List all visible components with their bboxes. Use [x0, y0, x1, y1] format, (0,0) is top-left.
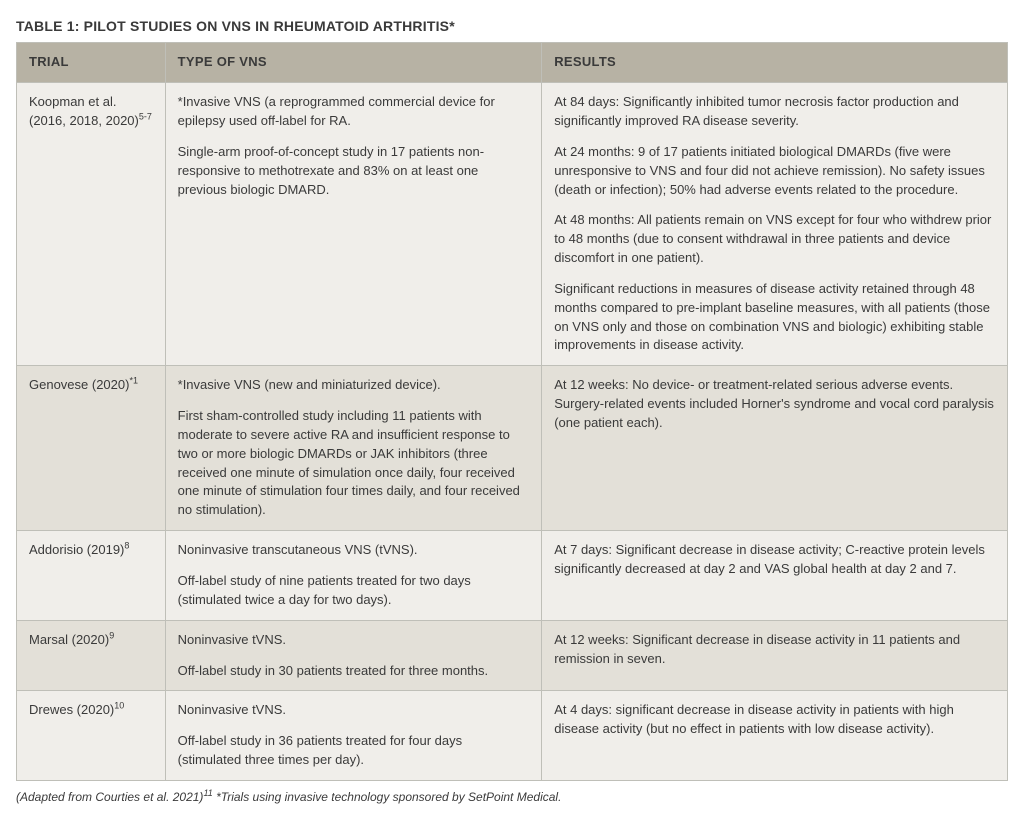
trial-cell: Drewes (2020)10 — [17, 691, 166, 781]
footnote-sup: 11 — [203, 788, 212, 798]
results-paragraph: At 84 days: Significantly inhibited tumo… — [554, 93, 995, 131]
col-type: TYPE OF VNS — [165, 43, 542, 83]
type-paragraph: Single-arm proof-of-concept study in 17 … — [178, 143, 530, 200]
results-cell: At 7 days: Significant decrease in disea… — [542, 531, 1008, 621]
type-cell: Noninvasive tVNS. Off-label study in 36 p… — [165, 691, 542, 781]
type-paragraph: First sham-controlled study including 11… — [178, 407, 530, 520]
results-paragraph: At 48 months: All patients remain on VNS… — [554, 211, 995, 268]
trial-citation-sup: 9 — [109, 630, 114, 640]
results-paragraph: At 4 days: significant decrease in disea… — [554, 701, 995, 739]
table-footnote: (Adapted from Courties et al. 2021)11 *T… — [16, 789, 1008, 806]
results-paragraph: At 7 days: Significant decrease in disea… — [554, 541, 995, 579]
type-paragraph: Off-label study in 36 patients treated f… — [178, 732, 530, 770]
trial-cell: Marsal (2020)9 — [17, 620, 166, 691]
trial-name: Genovese (2020) — [29, 377, 129, 392]
results-paragraph: At 24 months: 9 of 17 patients initiated… — [554, 143, 995, 200]
trial-name: Drewes (2020) — [29, 702, 114, 717]
type-paragraph: *Invasive VNS (a reprogrammed commercial… — [178, 93, 530, 131]
table-row: Koopman et al. (2016, 2018, 2020)5-7 *Inv… — [17, 83, 1008, 366]
results-paragraph: Significant reductions in measures of di… — [554, 280, 995, 355]
trial-cell: Koopman et al. (2016, 2018, 2020)5-7 — [17, 83, 166, 366]
type-paragraph: Off-label study of nine patients treated… — [178, 572, 530, 610]
type-cell: *Invasive VNS (a reprogrammed commercial… — [165, 83, 542, 366]
trial-name: Marsal (2020) — [29, 632, 109, 647]
table-row: Genovese (2020)*1 *Invasive VNS (new and … — [17, 366, 1008, 531]
results-cell: At 12 weeks: No device- or treatment-rel… — [542, 366, 1008, 531]
trial-cell: Addorisio (2019)8 — [17, 531, 166, 621]
type-paragraph: *Invasive VNS (new and miniaturized devi… — [178, 376, 530, 395]
trial-name: Koopman et al. (2016, 2018, 2020) — [29, 94, 139, 128]
table-row: Marsal (2020)9 Noninvasive tVNS. Off-label… — [17, 620, 1008, 691]
col-results: RESULTS — [542, 43, 1008, 83]
table-row: Drewes (2020)10 Noninvasive tVNS. Off-labe… — [17, 691, 1008, 781]
type-paragraph: Off-label study in 30 patients treated f… — [178, 662, 530, 681]
trial-cell: Genovese (2020)*1 — [17, 366, 166, 531]
results-cell: At 84 days: Significantly inhibited tumo… — [542, 83, 1008, 366]
trial-citation-sup: 8 — [124, 541, 129, 551]
trial-citation-sup: 5-7 — [139, 112, 152, 122]
studies-table: TRIAL TYPE OF VNS RESULTS Koopman et al.… — [16, 42, 1008, 781]
type-cell: Noninvasive tVNS. Off-label study in 30 p… — [165, 620, 542, 691]
type-paragraph: Noninvasive transcutaneous VNS (tVNS). — [178, 541, 530, 560]
type-cell: *Invasive VNS (new and miniaturized devi… — [165, 366, 542, 531]
trial-name: Addorisio (2019) — [29, 542, 124, 557]
type-cell: Noninvasive transcutaneous VNS (tVNS). Of… — [165, 531, 542, 621]
type-paragraph: Noninvasive tVNS. — [178, 631, 530, 650]
results-paragraph: At 12 weeks: Significant decrease in dis… — [554, 631, 995, 669]
trial-citation-sup: *1 — [129, 376, 138, 386]
trial-citation-sup: 10 — [114, 701, 124, 711]
table-row: Addorisio (2019)8Noninvasive transcutane… — [17, 531, 1008, 621]
results-cell: At 12 weeks: Significant decrease in dis… — [542, 620, 1008, 691]
type-paragraph: Noninvasive tVNS. — [178, 701, 530, 720]
footnote-tail: *Trials using invasive technology sponso… — [213, 790, 562, 804]
results-paragraph: At 12 weeks: No device- or treatment-rel… — [554, 376, 995, 433]
footnote-main: (Adapted from Courties et al. 2021) — [16, 790, 203, 804]
table-title: TABLE 1: PILOT STUDIES ON VNS IN RHEUMAT… — [16, 16, 1008, 36]
results-cell: At 4 days: significant decrease in disea… — [542, 691, 1008, 781]
header-row: TRIAL TYPE OF VNS RESULTS — [17, 43, 1008, 83]
col-trial: TRIAL — [17, 43, 166, 83]
